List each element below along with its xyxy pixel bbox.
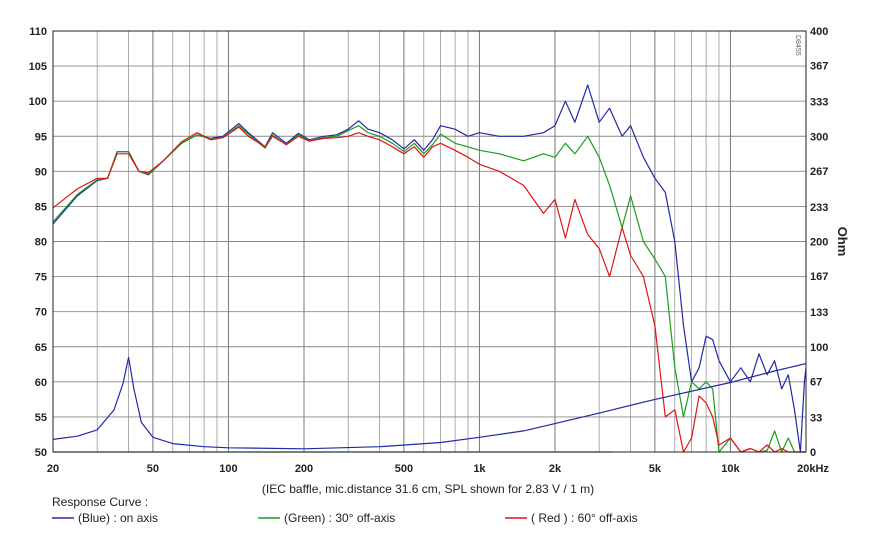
y-left-tick-label: 85	[35, 201, 47, 213]
y-left-tick-label: 70	[35, 307, 47, 319]
y-right-tick-label: 200	[810, 237, 828, 249]
chart-caption: (IEC baffle, mic.distance 31.6 cm, SPL s…	[262, 482, 594, 496]
y-left-tick-label: 105	[29, 61, 47, 73]
ticks-layer: 50 55 60 65 70 75 80 85 90 95 100 105 110 0 33 67 100 133…	[29, 26, 830, 475]
y-right-tick-label: 300	[810, 131, 828, 143]
y-left-tick-label: 75	[35, 272, 47, 284]
series-line-2	[52, 126, 806, 453]
y-left-tick-label: 80	[35, 237, 47, 249]
legend-item-0: (Blue) : on axis	[78, 511, 158, 525]
legend-item-1: (Green) : 30° off-axis	[284, 511, 395, 525]
right-axis-label: Ohm	[835, 227, 850, 257]
y-right-tick-label: 333	[810, 97, 828, 109]
x-tick-label: 2k	[549, 463, 562, 475]
x-tick-label: 200	[295, 463, 313, 475]
x-tick-label: 20	[47, 463, 59, 475]
y-left-tick-label: 55	[35, 412, 47, 424]
y-right-tick-label: 233	[810, 202, 828, 214]
x-tick-label: 50	[147, 463, 159, 475]
x-tick-label: 10k	[721, 463, 740, 475]
y-right-tick-label: 367	[810, 61, 828, 73]
legend-title: Response Curve :	[52, 495, 148, 509]
x-tick-label: 500	[395, 463, 413, 475]
y-right-tick-label: 400	[810, 26, 828, 38]
legend-item-2: ( Red ) : 60° off-axis	[531, 511, 638, 525]
series-line-3	[52, 356, 807, 450]
series-line-0	[52, 84, 807, 453]
y-left-tick-label: 95	[35, 131, 47, 143]
y-right-tick-label: 167	[810, 271, 828, 283]
series-layer	[52, 84, 807, 453]
y-right-tick-label: 267	[810, 166, 828, 178]
y-left-tick-label: 110	[29, 26, 47, 38]
y-left-tick-label: 60	[35, 377, 47, 389]
y-right-tick-label: 67	[810, 376, 822, 388]
series-line-1	[52, 125, 806, 453]
legend: Response Curve : (Blue) : on axis (Green)…	[52, 495, 638, 525]
y-right-tick-label: 33	[810, 412, 822, 424]
y-left-tick-label: 50	[35, 447, 47, 459]
x-tick-label: 5k	[649, 463, 662, 475]
grid-layer	[52, 30, 807, 453]
x-tick-label: 20kHz	[797, 463, 829, 475]
plot-frame	[52, 30, 807, 453]
y-right-tick-label: 133	[810, 307, 828, 319]
y-left-tick-label: 65	[35, 342, 47, 354]
x-tick-label: 100	[219, 463, 237, 475]
y-right-tick-label: 0	[810, 447, 816, 459]
y-left-tick-label: 90	[35, 166, 47, 178]
x-tick-label: 1k	[473, 463, 486, 475]
watermark-label: D8455	[794, 35, 801, 56]
y-left-tick-label: 100	[29, 96, 47, 108]
y-right-tick-label: 100	[810, 342, 828, 354]
